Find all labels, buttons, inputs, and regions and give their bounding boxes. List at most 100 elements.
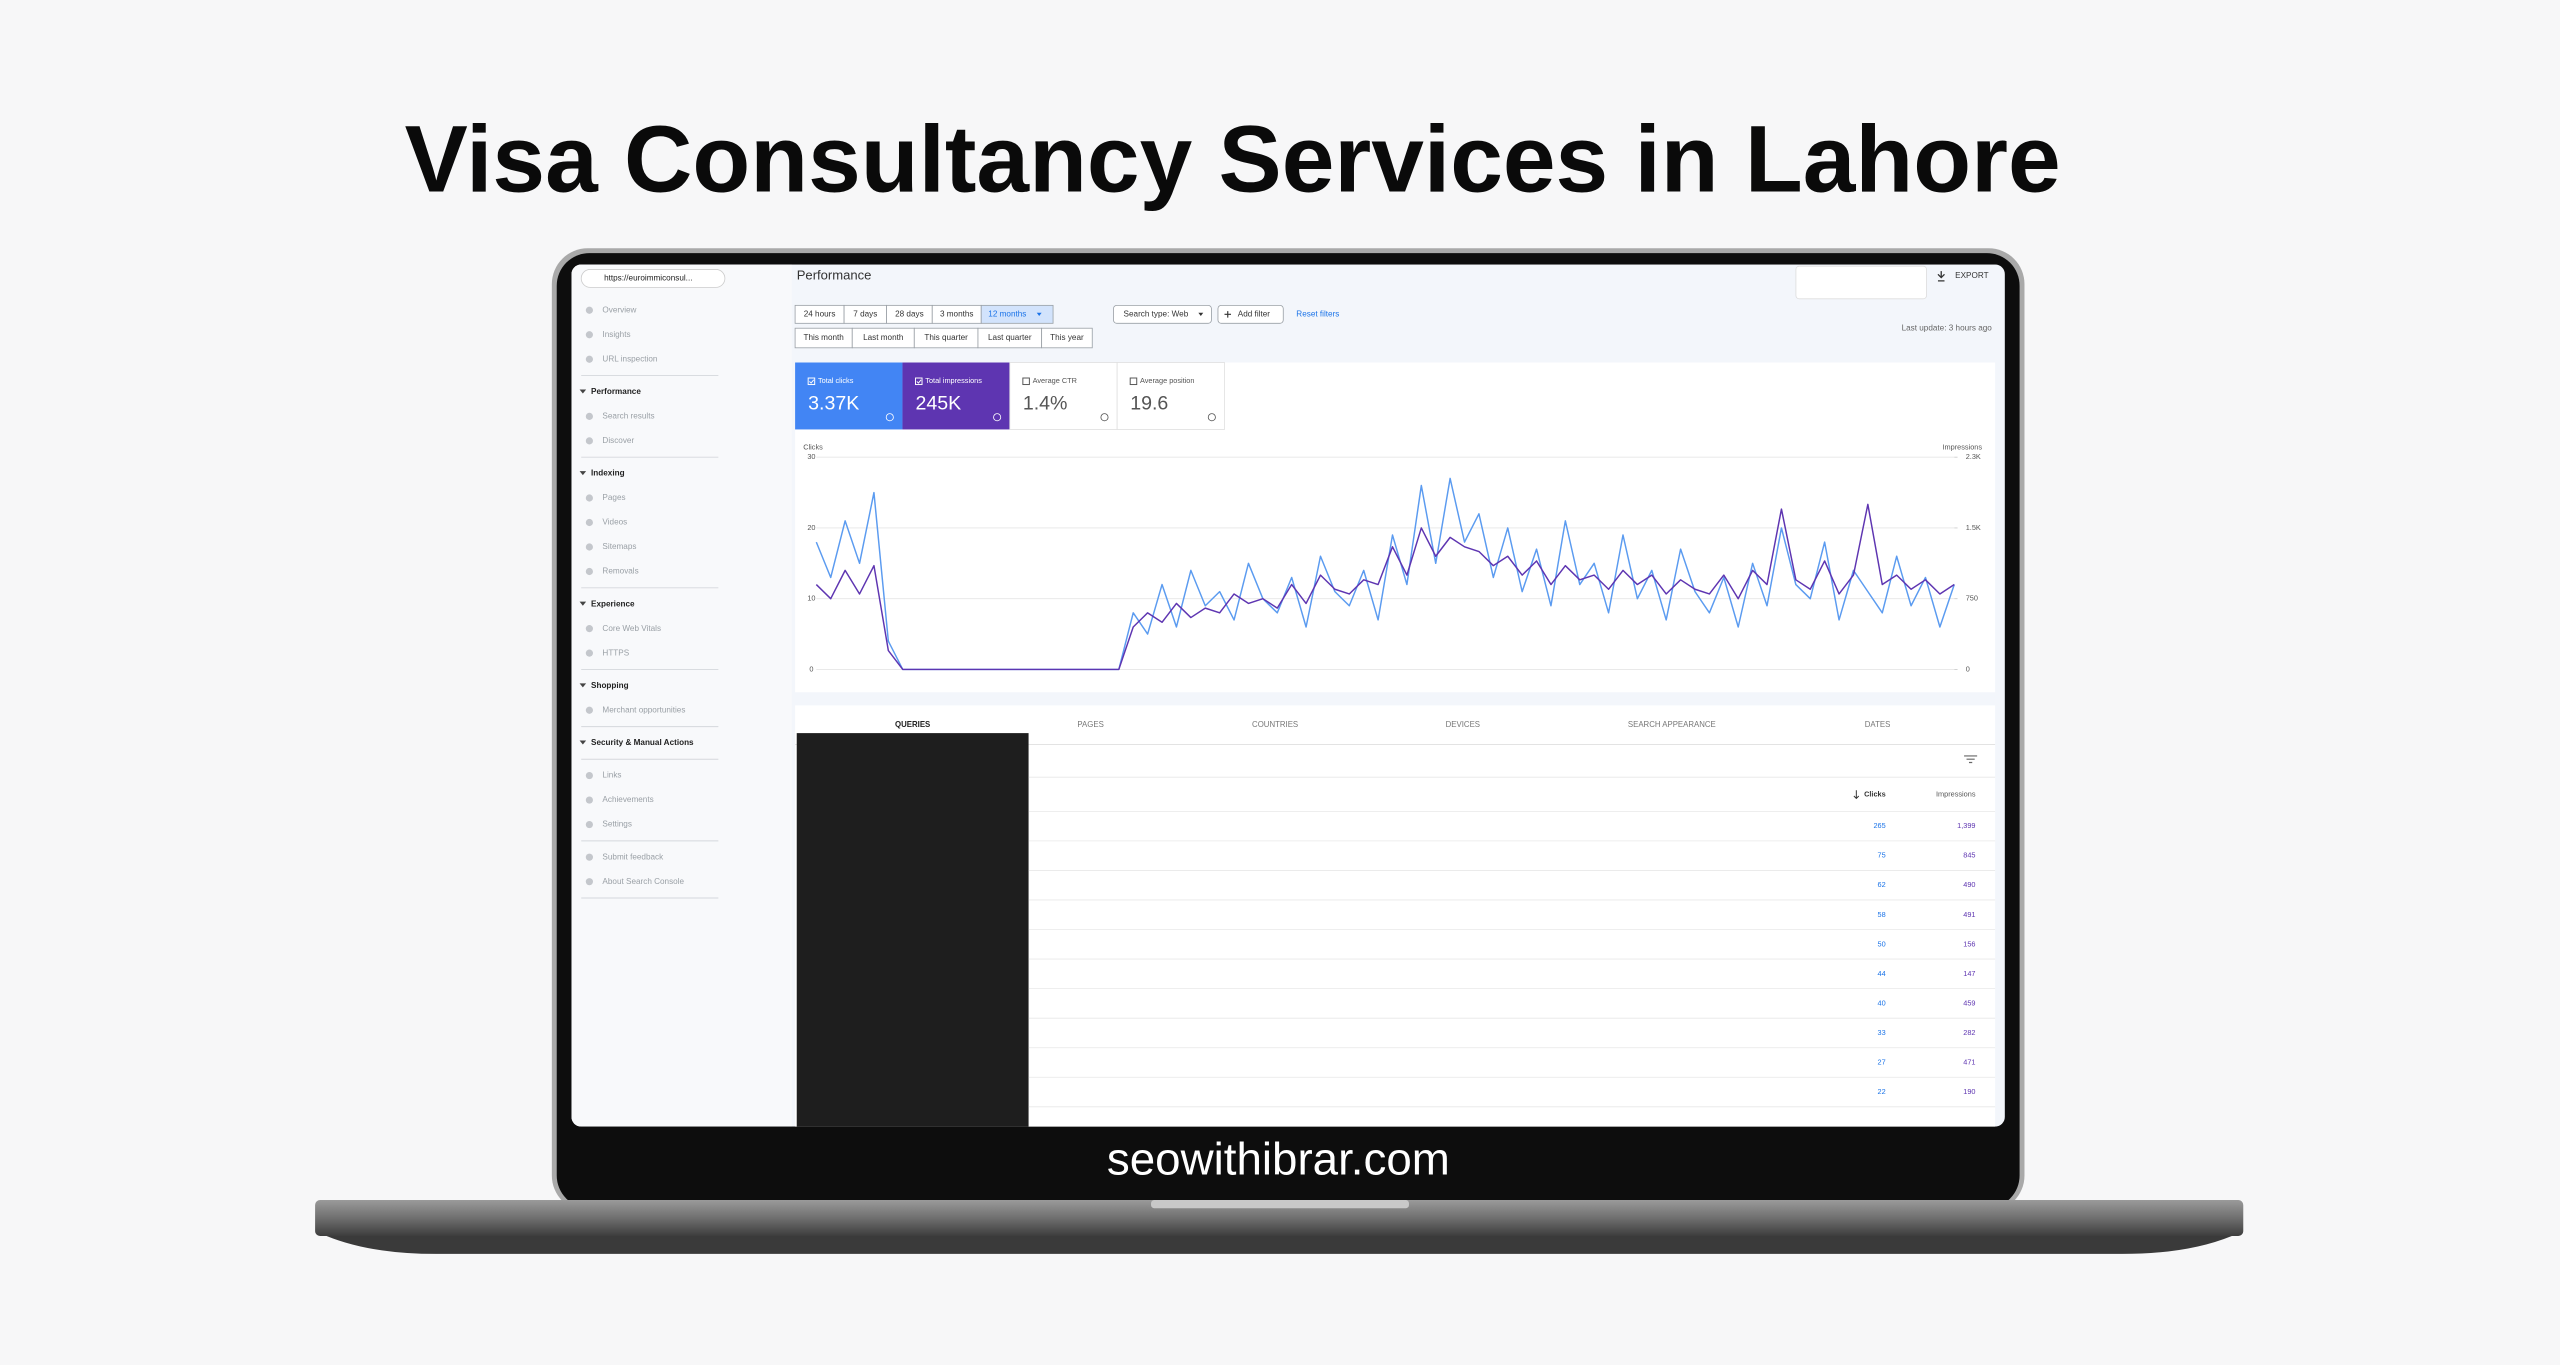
nav-item[interactable]: Achievements bbox=[602, 795, 653, 804]
nav-item[interactable]: Links bbox=[602, 771, 621, 780]
tab[interactable]: PAGES bbox=[1077, 720, 1103, 729]
nav-icon bbox=[585, 355, 593, 363]
nav-icon bbox=[585, 437, 593, 445]
nav-item[interactable]: Settings bbox=[602, 820, 631, 829]
caret bbox=[579, 601, 587, 606]
caret bbox=[579, 683, 587, 688]
help-icon bbox=[1207, 413, 1216, 422]
impressions-cell: 282 bbox=[1963, 1028, 1975, 1037]
series-line bbox=[815, 503, 1955, 671]
nav-item[interactable]: Submit feedback bbox=[602, 852, 664, 861]
preset-label: Last month bbox=[863, 333, 903, 342]
help-icon bbox=[885, 413, 894, 422]
sort-arrow bbox=[1853, 790, 1860, 800]
clicks-cell: 58 bbox=[1878, 910, 1886, 919]
caret bbox=[579, 471, 587, 476]
nav-item[interactable]: Removals bbox=[602, 567, 638, 576]
search-type: Search type: Web bbox=[1124, 309, 1189, 318]
tab[interactable]: QUERIES bbox=[895, 720, 930, 729]
caret bbox=[579, 740, 587, 745]
tab[interactable]: DEVICES bbox=[1446, 720, 1480, 729]
preset-label: This quarter bbox=[924, 333, 968, 342]
nav-item[interactable]: Merchant opportunities bbox=[602, 705, 685, 714]
metric-label: Average position bbox=[1140, 376, 1194, 385]
nav-item[interactable]: HTTPS bbox=[602, 648, 629, 657]
screen: https://euroimmiconsul... Overview Insight… bbox=[571, 264, 2005, 1127]
nav-item[interactable]: Overview bbox=[602, 305, 636, 314]
clicks-cell: 50 bbox=[1878, 939, 1886, 948]
metric-label: Total clicks bbox=[818, 376, 854, 385]
y2-axis-label: Impressions bbox=[1943, 442, 1983, 451]
impressions-cell: 1,399 bbox=[1957, 821, 1975, 830]
clicks-cell: 33 bbox=[1878, 1028, 1886, 1037]
sidebar-heading[interactable]: Performance bbox=[591, 387, 641, 396]
nav-item[interactable]: Sitemaps bbox=[602, 542, 636, 551]
tab[interactable]: COUNTRIES bbox=[1252, 720, 1298, 729]
nav-icon bbox=[585, 625, 593, 633]
tab[interactable]: DATES bbox=[1865, 720, 1891, 729]
plus-icon bbox=[1224, 311, 1232, 318]
metric-card[interactable] bbox=[902, 362, 1010, 430]
checkbox bbox=[915, 377, 923, 386]
metric-card[interactable] bbox=[795, 362, 903, 430]
nav-item[interactable]: URL inspection bbox=[602, 354, 657, 363]
reset-filters[interactable]: Reset filters bbox=[1296, 309, 1339, 318]
headline: Visa Consultancy Services in Lahore bbox=[405, 107, 2061, 213]
nav-item[interactable]: About Search Console bbox=[602, 877, 684, 886]
add-filter-button[interactable] bbox=[1217, 304, 1284, 324]
y-axis-label: Clicks bbox=[803, 442, 823, 451]
sidebar-heading[interactable]: Indexing bbox=[591, 469, 625, 478]
clicks-cell: 27 bbox=[1878, 1058, 1886, 1067]
nav-icon bbox=[585, 771, 593, 780]
sidebar-heading[interactable]: Experience bbox=[591, 599, 635, 608]
sidebar-heading[interactable]: Security & Manual Actions bbox=[591, 738, 694, 747]
nav-item[interactable]: Core Web Vitals bbox=[602, 624, 661, 633]
clicks-cell: 22 bbox=[1878, 1087, 1886, 1096]
preset-button[interactable] bbox=[1041, 327, 1093, 349]
nav-item[interactable]: Pages bbox=[602, 493, 625, 502]
nav-item[interactable]: Insights bbox=[602, 330, 630, 339]
dropdown-caret bbox=[1036, 312, 1042, 316]
range-label: 24 hours bbox=[804, 309, 836, 318]
page-title: Performance bbox=[797, 267, 872, 282]
nav-icon bbox=[585, 820, 593, 829]
preset-label: This month bbox=[804, 333, 844, 342]
nav-icon bbox=[585, 412, 593, 420]
property-selector[interactable] bbox=[580, 269, 726, 288]
dropdown-caret bbox=[1198, 312, 1204, 316]
checkmark bbox=[916, 379, 922, 384]
impressions-cell: 491 bbox=[1963, 910, 1975, 919]
checkbox bbox=[1129, 377, 1138, 386]
column-header[interactable]: Impressions bbox=[1936, 789, 1976, 798]
nav-item[interactable]: Search results bbox=[602, 412, 654, 421]
nav-item[interactable]: Videos bbox=[602, 518, 627, 527]
metric-value: 245K bbox=[916, 392, 962, 414]
sidebar-heading[interactable]: Shopping bbox=[591, 681, 629, 690]
help-icon bbox=[1100, 413, 1109, 422]
y2-tick-label: 750 bbox=[1966, 594, 1978, 603]
tooltip bbox=[1795, 265, 1927, 300]
range-button[interactable] bbox=[980, 304, 1054, 324]
export-button[interactable]: EXPORT bbox=[1955, 271, 1988, 280]
checkbox bbox=[807, 377, 816, 386]
nav-item[interactable]: Discover bbox=[602, 436, 634, 445]
impressions-cell: 471 bbox=[1963, 1058, 1975, 1067]
filter-icon[interactable] bbox=[1964, 755, 1978, 764]
metric-card[interactable] bbox=[1009, 362, 1118, 430]
help-icon bbox=[993, 413, 1002, 422]
impressions-cell: 459 bbox=[1963, 998, 1975, 1007]
search-type-button[interactable] bbox=[1113, 304, 1212, 324]
impressions-cell: 147 bbox=[1963, 969, 1975, 978]
clicks-cell: 62 bbox=[1878, 880, 1886, 889]
last-update: Last update: 3 hours ago bbox=[1902, 323, 1993, 332]
tab[interactable]: SEARCH APPEARANCE bbox=[1628, 720, 1716, 729]
nav-icon bbox=[585, 878, 593, 886]
column-header[interactable]: Clicks bbox=[1864, 789, 1886, 798]
nav-icon bbox=[585, 796, 593, 804]
laptop-base-lip bbox=[326, 1235, 2232, 1254]
impressions-cell: 490 bbox=[1963, 880, 1975, 889]
clicks-cell: 44 bbox=[1878, 969, 1886, 978]
metric-card[interactable] bbox=[1116, 362, 1225, 430]
metric-label: Total impressions bbox=[925, 376, 982, 385]
nav-icon bbox=[585, 706, 593, 714]
